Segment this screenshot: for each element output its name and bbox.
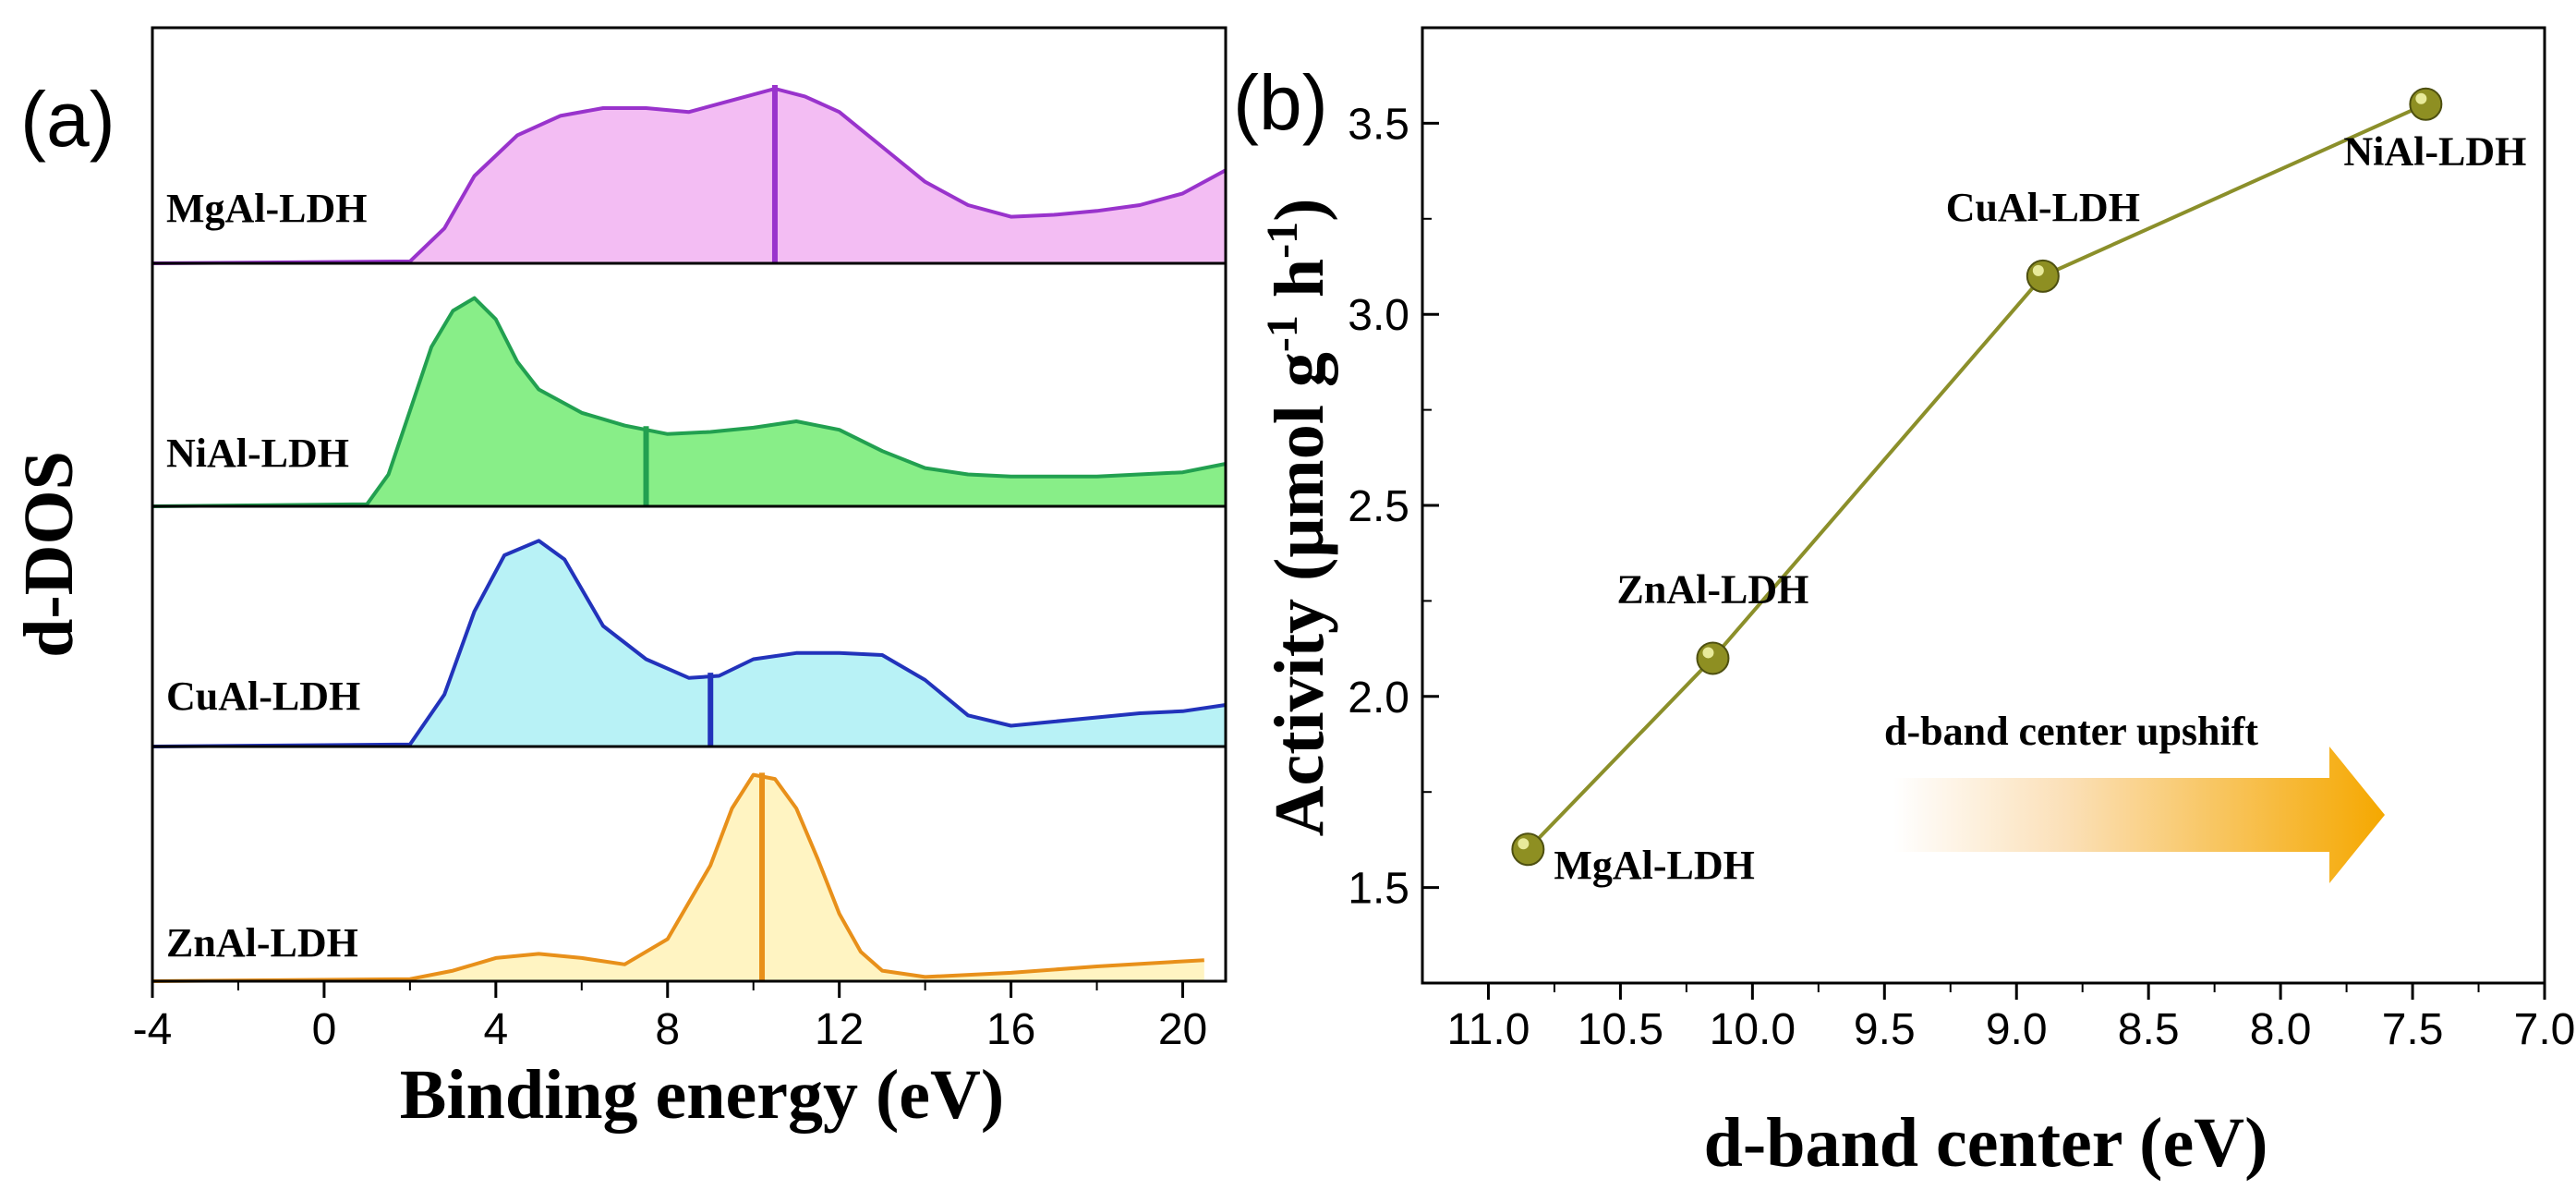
panel-b-xtick-label: 7.5 — [2382, 1005, 2444, 1054]
panel-b-ytick-label: 2.0 — [1348, 674, 1409, 722]
dos-fill-ZnAl-LDH — [152, 774, 1204, 981]
panel-a-xtick-label: -4 — [133, 1005, 173, 1054]
dos-curve-ZnAl-LDH — [151, 772, 1204, 983]
panel-b-xtick-label: 9.0 — [1986, 1005, 2048, 1054]
panel-b-ytick-label: 3.0 — [1348, 291, 1409, 340]
point-label-ZnAl-LDH: ZnAl-LDH — [1617, 566, 1809, 612]
panel-b-xlabel: d-band center (eV) — [1704, 1104, 2268, 1182]
panel-b-ytick-label: 1.5 — [1348, 865, 1409, 914]
dos-curve-CuAl-LDH — [151, 539, 1227, 748]
data-point-marker — [2409, 87, 2443, 121]
panel-a-ylabel: d-DOS — [10, 451, 88, 658]
dos-fill-MgAl-LDH — [152, 89, 1226, 263]
dos-fill-NiAl-LDH — [152, 298, 1226, 506]
curve-label-NiAl-LDH: NiAl-LDH — [166, 431, 349, 476]
point-label-CuAl-LDH: CuAl-LDH — [1946, 185, 2140, 230]
panel-a-curves: MgAl-LDH NiAl-LDH CuAl-LDH ZnAl-LDH — [151, 85, 1227, 983]
panel-a-xtick-label: 8 — [655, 1005, 680, 1054]
dos-curve-MgAl-LDH — [151, 87, 1227, 265]
panel-b-series: MgAl-LDH ZnAl-LDH CuAl-LDH NiAl-LDH — [1511, 87, 2526, 888]
panel-a: (a) d-DOS MgAl-LDH NiAl-LDH CuAl-LDH ZnAl-L… — [10, 26, 1228, 1134]
panel-b-xtick-label: 8.0 — [2250, 1005, 2312, 1054]
data-point-highlight — [1702, 647, 1714, 659]
data-point-highlight — [2415, 92, 2427, 104]
panel-b-xtick-label: 10.0 — [1710, 1005, 1796, 1054]
panel-a-border — [151, 26, 1228, 983]
dos-fill-CuAl-LDH — [152, 540, 1226, 747]
panel-a-xlabel: Binding energy (eV) — [400, 1056, 1004, 1134]
upshift-annotation: d-band center upshift — [1884, 709, 2258, 754]
panel-a-xtick-label: 16 — [986, 1005, 1035, 1054]
data-point-marker — [1511, 832, 1545, 867]
panel-a-xtick-label: 12 — [815, 1005, 864, 1054]
activity-line — [1526, 102, 2427, 851]
point-label-NiAl-LDH: NiAl-LDH — [2343, 129, 2526, 175]
data-point-marker — [1696, 641, 1730, 675]
panel-b: (b) Activity (μmol g-1 h-1) 11.0 10.5 10.0… — [1233, 26, 2576, 1182]
data-point-NiAl-LDH — [2409, 87, 2443, 121]
data-point-MgAl-LDH — [1511, 832, 1545, 867]
data-point-ZnAl-LDH — [1696, 641, 1730, 675]
curve-label-CuAl-LDH: CuAl-LDH — [166, 674, 360, 719]
panel-b-label: (b) — [1233, 59, 1328, 146]
panel-a-x-axis: -4 0 4 8 12 16 20 — [133, 981, 1207, 1054]
curve-label-MgAl-LDH: MgAl-LDH — [166, 186, 368, 231]
curve-label-ZnAl-LDH: ZnAl-LDH — [166, 920, 358, 965]
data-point-CuAl-LDH — [2026, 259, 2060, 293]
panel-a-xtick-label: 20 — [1158, 1005, 1207, 1054]
panel-a-frame — [151, 26, 1228, 983]
panel-b-ylabel: Activity (μmol g-1 h-1) — [1258, 199, 1338, 837]
panel-b-ytick-label: 2.5 — [1348, 482, 1409, 531]
panel-b-xtick-label: 9.5 — [1854, 1005, 1916, 1054]
panel-b-ytick-label: 3.5 — [1348, 100, 1409, 149]
panel-b-axes: 11.0 10.5 10.0 9.5 9.0 8.5 8.0 7.5 7.0 1.5 2.0 2.5 3… — [1348, 27, 2576, 1054]
panel-b-xtick-label: 11.0 — [1447, 1005, 1530, 1054]
data-point-highlight — [1518, 838, 1530, 850]
panel-b-xtick-label: 10.5 — [1578, 1005, 1663, 1054]
panel-a-label: (a) — [20, 76, 115, 163]
panel-b-xtick-label: 7.0 — [2514, 1005, 2576, 1054]
upshift-arrow-shape — [1893, 747, 2385, 883]
panel-a-xtick-label: 0 — [312, 1005, 337, 1054]
data-point-marker — [2026, 259, 2060, 293]
data-point-highlight — [2032, 264, 2044, 276]
panel-b-xtick-label: 8.5 — [2118, 1005, 2180, 1054]
point-label-MgAl-LDH: MgAl-LDH — [1554, 843, 1755, 888]
panel-a-xtick-label: 4 — [483, 1005, 508, 1054]
upshift-arrow — [1893, 747, 2385, 883]
